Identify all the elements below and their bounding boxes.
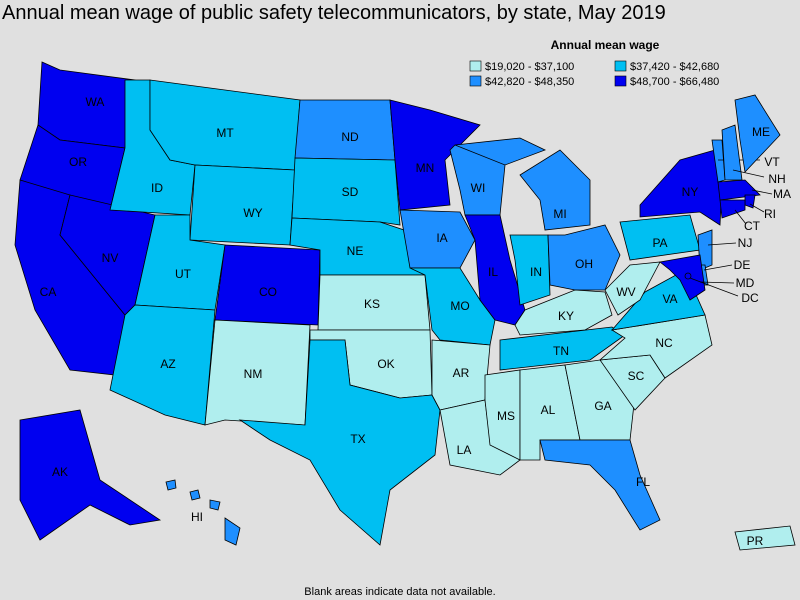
state-shape: [19, 409, 162, 541]
state-label: GA: [594, 399, 611, 413]
state-label: KY: [558, 309, 574, 323]
state-shape: [454, 137, 547, 166]
state-shape: [209, 499, 221, 511]
state-shape: [399, 209, 476, 269]
state-label: NH: [768, 172, 785, 186]
state-label: OR: [69, 155, 87, 169]
state-label: WA: [86, 95, 105, 109]
state-shape: [165, 479, 177, 491]
state-label: ID: [151, 181, 163, 195]
state-label: RI: [764, 207, 776, 221]
legend-label: $37,420 - $42,680: [630, 61, 719, 73]
state-shape: [389, 99, 481, 211]
state-shape: [291, 157, 401, 226]
state-label: IN: [530, 265, 542, 279]
title: Annual mean wage of public safety teleco…: [2, 2, 666, 24]
state-shape: [189, 489, 201, 501]
state-label: VT: [764, 155, 780, 169]
leader-line: [732, 169, 765, 178]
state-label: NM: [244, 367, 263, 381]
state-label: AR: [453, 366, 470, 380]
state-label: SC: [628, 369, 645, 383]
state-shape: [734, 525, 796, 551]
leader-line: [703, 264, 733, 271]
state-label: VA: [662, 292, 677, 306]
leader-line: [699, 281, 735, 284]
state-shape: [109, 304, 216, 426]
state-label: CT: [744, 219, 761, 233]
state-label: WV: [616, 285, 635, 299]
state-shape: [224, 517, 241, 546]
state-label: MN: [416, 161, 435, 175]
footnote: Blank areas indicate data not available.: [304, 586, 495, 598]
state-label: AZ: [160, 357, 175, 371]
state-label: KS: [364, 297, 380, 311]
state-label: DC: [741, 291, 759, 305]
state-shape: [519, 149, 591, 231]
state-shape: [604, 261, 661, 316]
state-shape: [484, 369, 521, 461]
state-shape: [719, 199, 746, 219]
state-label: TN: [553, 344, 569, 358]
state-label: NE: [347, 244, 364, 258]
state-label: MA: [773, 187, 791, 201]
state-shape: [734, 94, 781, 173]
state-shape: [238, 339, 441, 546]
state-label: FL: [636, 475, 650, 489]
legend-swatch: [469, 60, 482, 72]
state-shape: [499, 326, 626, 371]
state-label: WI: [471, 181, 486, 195]
state-shape: [514, 289, 613, 336]
state-label: DE: [734, 258, 751, 272]
state-label: OH: [575, 257, 593, 271]
state-shape: [659, 254, 706, 301]
state-shape: [684, 272, 692, 280]
state-label: MT: [216, 126, 234, 140]
leader-line: [749, 203, 765, 213]
legend-swatch: [614, 60, 627, 72]
state-shape: [598, 314, 713, 379]
state-shape: [509, 234, 551, 306]
state-label: IA: [436, 231, 447, 245]
state-label: MD: [736, 276, 755, 290]
legend-swatch: [469, 75, 482, 87]
state-label: NV: [102, 251, 119, 265]
state-label: ME: [752, 125, 770, 139]
state-label: OK: [377, 357, 394, 371]
state-label: PR: [747, 534, 764, 548]
legend-title: Annual mean wage: [551, 38, 660, 52]
state-label: NJ: [738, 236, 753, 250]
legend-label: $48,700 - $66,480: [630, 76, 719, 88]
leader-line: [707, 242, 737, 246]
legend-swatch: [614, 75, 627, 87]
state-shape: [539, 439, 661, 531]
leader-line: [689, 277, 739, 297]
state-label: CA: [40, 285, 57, 299]
state-label: CO: [259, 285, 277, 299]
leader-line: [734, 209, 747, 225]
state-label: NY: [682, 185, 699, 199]
legend-label: $19,020 - $37,100: [485, 61, 574, 73]
state-label: UT: [175, 267, 192, 281]
legend-label: $42,820 - $48,350: [485, 76, 574, 88]
state-label: MS: [497, 409, 515, 423]
state-label: NC: [655, 336, 673, 350]
state-label: IL: [488, 265, 498, 279]
state-label: WY: [243, 206, 262, 220]
leader-line: [751, 189, 773, 195]
state-label: LA: [457, 443, 472, 457]
state-label: MO: [450, 299, 469, 313]
state-label: PA: [652, 236, 667, 250]
state-label: AL: [541, 403, 556, 417]
state-label: SD: [342, 185, 359, 199]
state-label: ND: [341, 130, 359, 144]
state-label: TX: [350, 432, 365, 446]
state-label: HI: [191, 510, 203, 524]
state-label: MI: [553, 207, 566, 221]
state-shape: [189, 164, 296, 246]
state-label: AK: [52, 465, 68, 479]
state-shape: [547, 224, 621, 291]
